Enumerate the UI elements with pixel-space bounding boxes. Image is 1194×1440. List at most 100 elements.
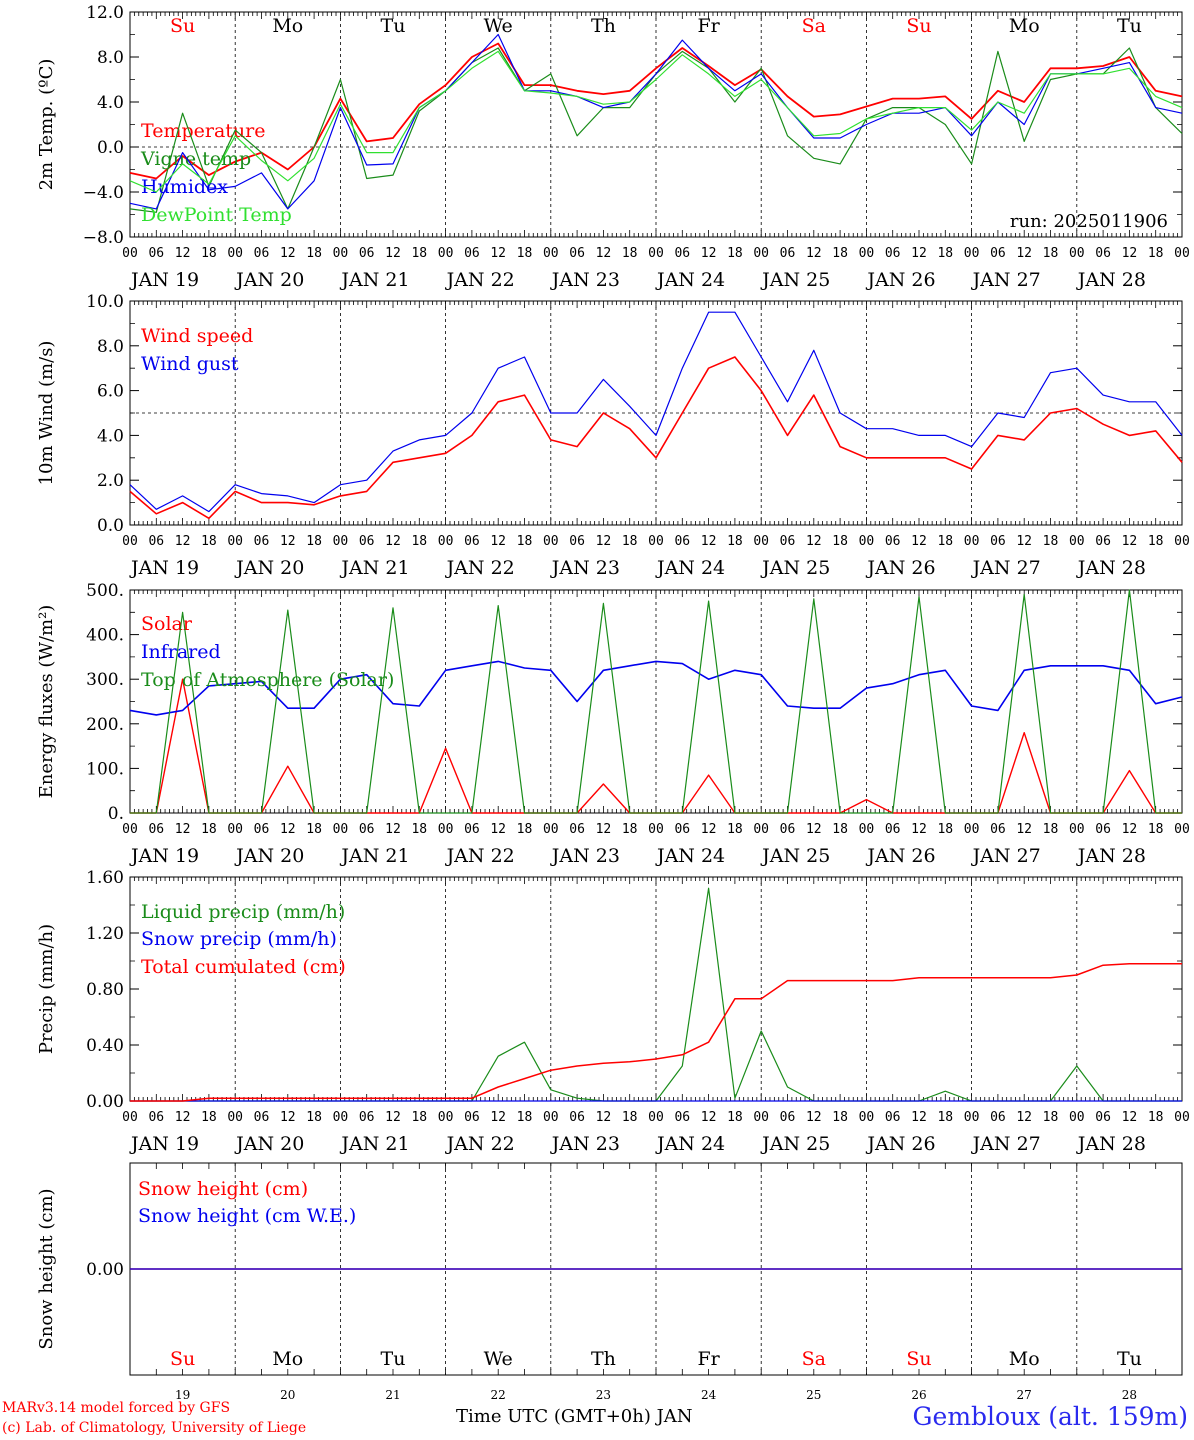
hour-tick-label: 18 xyxy=(306,534,322,549)
hour-tick-label: 18 xyxy=(201,822,217,837)
hour-tick-label: 18 xyxy=(517,246,533,261)
date-label: JAN 28 xyxy=(1076,845,1146,867)
hour-tick-label: 06 xyxy=(254,246,270,261)
series-line-energy-1 xyxy=(129,660,1183,716)
hour-tick-label: 00 xyxy=(438,1110,454,1125)
hour-tick-label: 18 xyxy=(201,534,217,549)
hour-tick-label: 00 xyxy=(1069,822,1085,837)
hour-tick-label: 00 xyxy=(227,822,243,837)
y-tick-label: 400. xyxy=(86,626,124,646)
legend-entry: Wind speed xyxy=(141,325,253,347)
hour-tick-label: 12 xyxy=(596,822,612,837)
hour-tick-label: 00 xyxy=(438,534,454,549)
hour-tick-label: 06 xyxy=(674,1110,690,1125)
date-label: JAN 20 xyxy=(234,269,304,291)
hour-tick-label: 12 xyxy=(701,1110,717,1125)
weekday-label: Tu xyxy=(1117,15,1142,37)
hour-tick-label: 00 xyxy=(648,246,664,261)
y-tick-label: 300. xyxy=(86,670,124,690)
y-minor-ticks xyxy=(130,611,1182,792)
hour-tick-label: 00 xyxy=(964,1110,980,1125)
hour-tick-label: 00 xyxy=(543,246,559,261)
date-label: JAN 21 xyxy=(339,269,409,291)
hour-tick-label: 12 xyxy=(280,1110,296,1125)
date-label: JAN 20 xyxy=(234,1133,304,1155)
hour-tick-label: 00 xyxy=(859,1110,875,1125)
hour-tick-label: 00 xyxy=(1174,246,1190,261)
hour-tick-label: 18 xyxy=(411,822,427,837)
hour-tick-label: 00 xyxy=(964,822,980,837)
hour-tick-label: 06 xyxy=(990,534,1006,549)
hour-tick-label: 06 xyxy=(674,246,690,261)
weekday-label: We xyxy=(484,15,513,37)
hour-tick-label: 18 xyxy=(1148,1110,1164,1125)
legend-entry: Total cumulated (cm) xyxy=(141,956,346,978)
hour-tick-label: 06 xyxy=(885,1110,901,1125)
time-ticks xyxy=(155,1163,1157,1375)
legend-entry: Infrared xyxy=(141,641,221,663)
y-tick-label: 200. xyxy=(86,715,124,735)
date-label: JAN 20 xyxy=(234,557,304,579)
hour-tick-label: 12 xyxy=(701,534,717,549)
legend-entry: Temperature xyxy=(141,120,265,142)
hour-tick-label: 18 xyxy=(411,246,427,261)
date-label: JAN 27 xyxy=(971,557,1041,579)
weekday-label: Fr xyxy=(697,1348,720,1370)
date-label: JAN 22 xyxy=(445,269,515,291)
y-tick-label: 2.0 xyxy=(97,471,124,491)
date-label: JAN 27 xyxy=(971,269,1041,291)
hour-tick-label: 18 xyxy=(937,1110,953,1125)
y-tick-label: 500. xyxy=(86,581,124,601)
hour-tick-label: 00 xyxy=(1069,246,1085,261)
hour-tick-label: 18 xyxy=(306,1110,322,1125)
hour-tick-label: 12 xyxy=(806,534,822,549)
hour-tick-label: 00 xyxy=(122,534,138,549)
hour-tick-label: 12 xyxy=(1122,534,1138,549)
hour-tick-label: 06 xyxy=(569,822,585,837)
weekday-label: Tu xyxy=(381,15,406,37)
hour-tick-label: 00 xyxy=(753,534,769,549)
hour-tick-label: 00 xyxy=(543,1110,559,1125)
hour-tick-label: 18 xyxy=(832,1110,848,1125)
hour-tick-label: 18 xyxy=(622,1110,638,1125)
hour-tick-label: 18 xyxy=(832,246,848,261)
hour-tick-label: 12 xyxy=(911,534,927,549)
hour-tick-label: 06 xyxy=(464,534,480,549)
hour-tick-label: 06 xyxy=(885,822,901,837)
weekday-label: Mo xyxy=(272,1348,303,1370)
legend-entry: Wind gust xyxy=(141,353,239,375)
date-label: JAN 26 xyxy=(865,845,935,867)
y-tick-label: 10.0 xyxy=(86,292,124,312)
y-axis-label-wind: 10m Wind (m/s) xyxy=(36,341,57,486)
date-label: JAN 19 xyxy=(129,845,199,867)
date-label: JAN 26 xyxy=(865,1133,935,1155)
hour-tick-label: 00 xyxy=(438,822,454,837)
y-tick-label: 0. xyxy=(108,804,124,824)
hour-tick-label: 00 xyxy=(753,1110,769,1125)
y-tick-label: 0.00 xyxy=(86,1260,124,1280)
hour-tick-label: 18 xyxy=(201,246,217,261)
hour-tick-label: 06 xyxy=(780,822,796,837)
weekday-label: Th xyxy=(591,1348,616,1370)
legend-entry: Snow height (cm W.E.) xyxy=(138,1205,356,1227)
hour-tick-label: 12 xyxy=(1016,1110,1032,1125)
y-tick-label: 0.00 xyxy=(86,1092,124,1112)
hour-tick-label: 12 xyxy=(490,1110,506,1125)
hour-tick-label: 18 xyxy=(937,534,953,549)
day-number-label: 22 xyxy=(491,1388,506,1402)
weekday-label: Su xyxy=(170,15,195,37)
time-ticks xyxy=(129,12,1183,237)
hour-tick-label: 06 xyxy=(148,246,164,261)
hour-tick-label: 12 xyxy=(1122,246,1138,261)
date-label: JAN 25 xyxy=(760,557,830,579)
hour-tick-label: 00 xyxy=(1069,534,1085,549)
hour-tick-label: 18 xyxy=(306,246,322,261)
weekday-label: Mo xyxy=(272,15,303,37)
date-label: JAN 27 xyxy=(971,1133,1041,1155)
y-tick-label: −8.0 xyxy=(83,228,124,248)
hour-tick-label: 06 xyxy=(464,1110,480,1125)
hour-tick-label: 18 xyxy=(1043,246,1059,261)
hour-tick-label: 12 xyxy=(385,246,401,261)
hour-tick-label: 06 xyxy=(780,534,796,549)
